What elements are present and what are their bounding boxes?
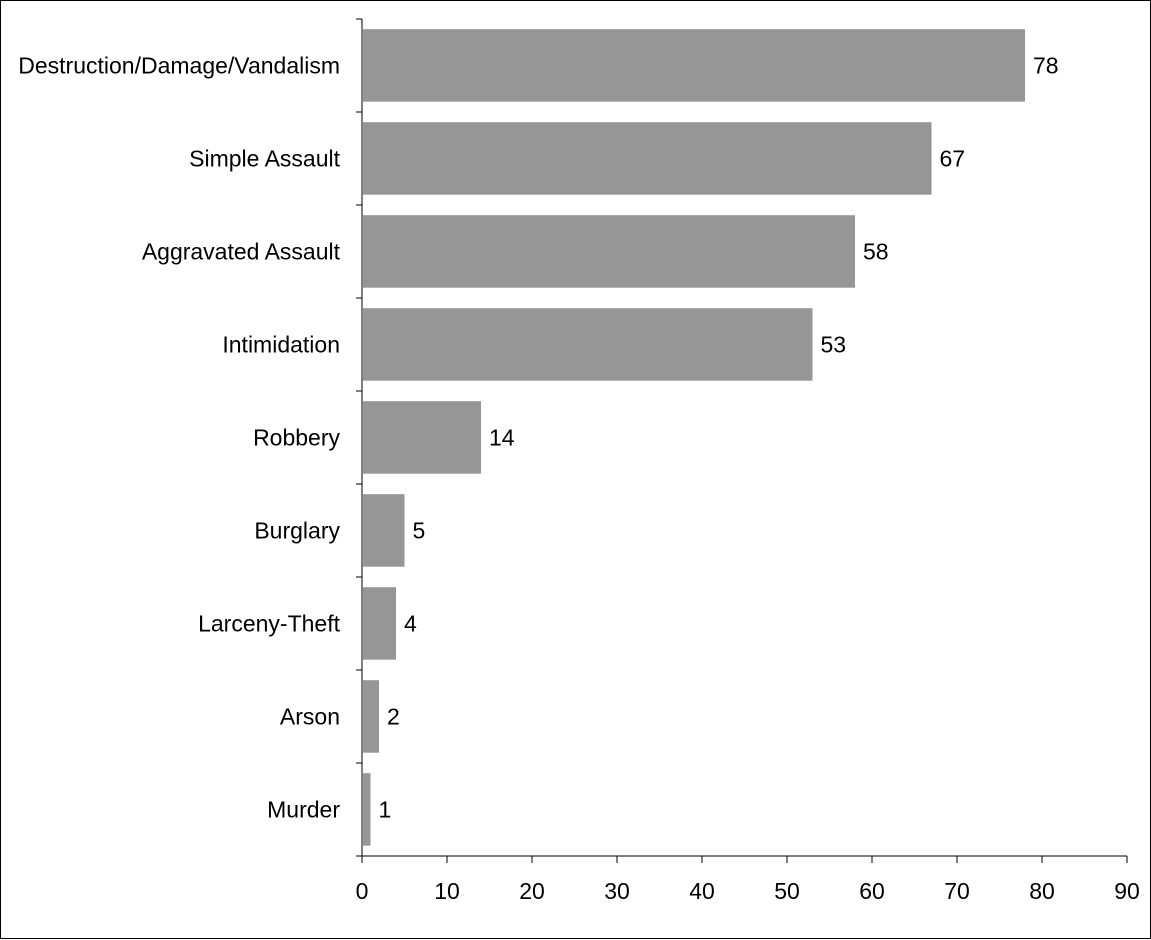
bar — [363, 29, 1025, 102]
category-label: Murder — [267, 797, 340, 823]
x-tick-label: 30 — [604, 878, 630, 904]
x-tick-label: 60 — [859, 878, 885, 904]
x-tick-label: 20 — [519, 878, 545, 904]
x-tick-label: 50 — [774, 878, 800, 904]
bar — [363, 215, 855, 288]
bar — [363, 680, 379, 753]
data-label: 58 — [863, 239, 889, 265]
bar — [363, 122, 932, 195]
x-tick-label: 10 — [434, 878, 460, 904]
x-tick-label: 80 — [1029, 878, 1055, 904]
data-label: 4 — [404, 611, 417, 637]
category-label: Intimidation — [222, 332, 340, 358]
data-label: 2 — [387, 704, 400, 730]
category-label: Aggravated Assault — [142, 239, 341, 265]
data-label: 78 — [1033, 53, 1059, 79]
data-label: 1 — [379, 797, 392, 823]
bar — [363, 494, 405, 567]
category-label: Simple Assault — [189, 146, 340, 172]
category-label: Destruction/Damage/Vandalism — [18, 53, 340, 79]
category-label: Larceny-Theft — [198, 611, 341, 637]
x-tick-label: 90 — [1114, 878, 1140, 904]
category-label: Burglary — [254, 518, 340, 544]
data-label: 67 — [940, 146, 966, 172]
data-label: 53 — [821, 332, 847, 358]
bar — [363, 587, 396, 660]
data-label: 14 — [489, 425, 515, 451]
x-tick-label: 70 — [944, 878, 970, 904]
category-label: Arson — [280, 704, 340, 730]
x-tick-label: 40 — [689, 878, 715, 904]
x-tick-label: 0 — [356, 878, 369, 904]
bar — [363, 308, 813, 381]
bar — [363, 401, 481, 474]
bar — [363, 773, 371, 846]
data-label: 5 — [413, 518, 426, 544]
category-label: Robbery — [253, 425, 340, 451]
